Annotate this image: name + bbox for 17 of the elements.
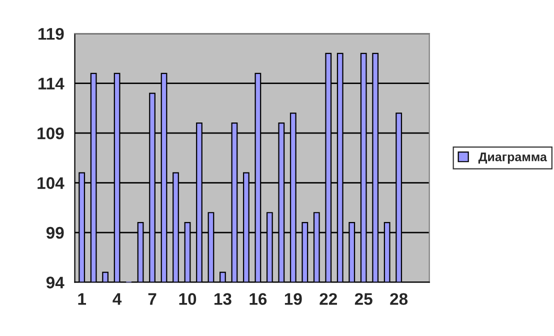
x-tick-label: 19 — [284, 293, 302, 305]
y-tick-label: 94 — [46, 276, 64, 288]
x-tick-label: 7 — [148, 293, 156, 305]
x-tick-label: 28 — [390, 293, 408, 305]
y-tick-label: 114 — [38, 78, 64, 90]
y-tick-label: 99 — [46, 226, 64, 239]
x-tick-label: 25 — [354, 293, 372, 305]
x-tick-label: 22 — [320, 293, 337, 305]
x-tick-label: 10 — [179, 293, 196, 305]
y-tick-label: 119 — [38, 28, 64, 40]
y-tick-label: 104 — [38, 177, 64, 189]
x-tick-label: 1 — [78, 293, 86, 305]
y-tick-label: 109 — [38, 127, 64, 140]
x-tick-label: 16 — [250, 293, 267, 305]
x-tick-label: 13 — [214, 293, 232, 305]
x-tick-label: 4 — [112, 293, 122, 305]
legend-label: Диаграмма — [478, 152, 548, 164]
